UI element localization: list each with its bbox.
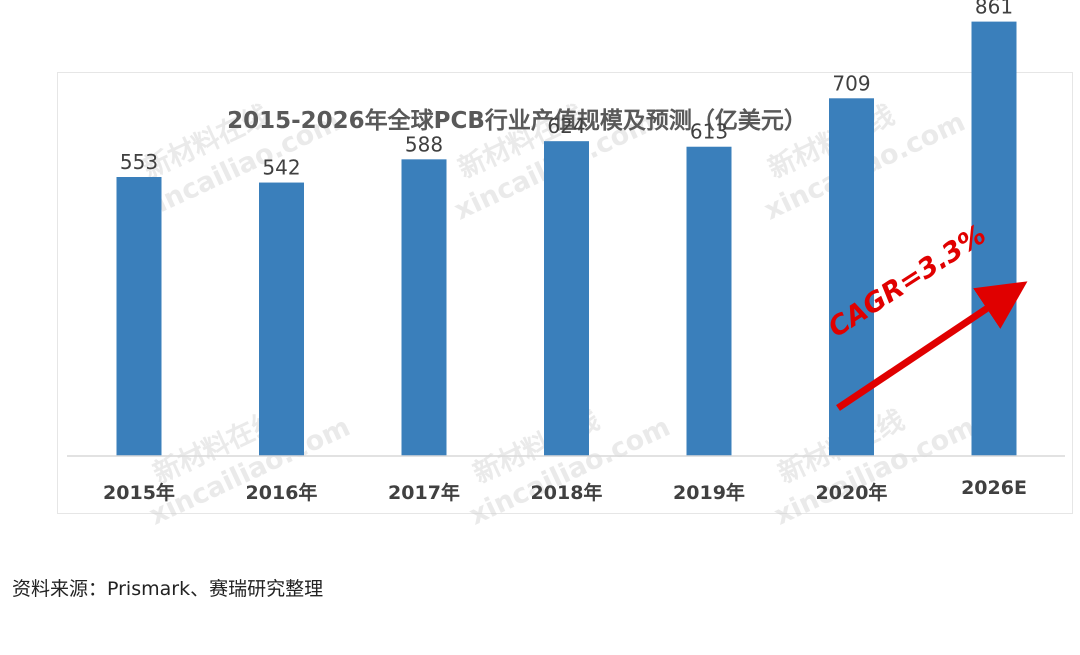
data-label-0: 553 [120, 150, 158, 174]
data-label-3: 624 [547, 114, 585, 138]
x-tick-label-6: 2026E [961, 477, 1027, 499]
x-tick-label-2: 2017年 [388, 481, 460, 504]
bar-series [116, 21, 1017, 457]
bar-2 [401, 159, 447, 456]
x-tick-label-3: 2018年 [531, 481, 603, 504]
x-tick-label-4: 2019年 [673, 481, 745, 504]
bar-1 [259, 182, 304, 456]
bar-0 [116, 177, 162, 456]
x-tick-label-0: 2015年 [103, 481, 175, 504]
x-tick-label-1: 2016年 [246, 481, 318, 504]
chart-title: 2015-2026年全球PCB行业产值规模及预测（亿美元） [227, 107, 807, 134]
data-label-2: 588 [405, 132, 443, 156]
data-label-4: 613 [690, 120, 728, 144]
bar-4 [686, 146, 732, 456]
x-tick-label-5: 2020年 [816, 481, 888, 504]
data-label-6: 861 [975, 0, 1013, 19]
x-tick-labels: 2015年 2016年 2017年 2018年 2019年 2020年 2026E [103, 477, 1027, 504]
cagr-arrow [836, 281, 1028, 411]
source-note: 资料来源：Prismark、赛瑞研究整理 [12, 578, 324, 600]
chart-frame [57, 72, 1073, 514]
bar-3 [544, 141, 589, 456]
data-label-5: 709 [832, 71, 870, 95]
data-labels: 553 542 588 624 613 709 861 [120, 0, 1013, 180]
data-label-1: 542 [262, 156, 300, 180]
bar-6 [971, 21, 1017, 456]
